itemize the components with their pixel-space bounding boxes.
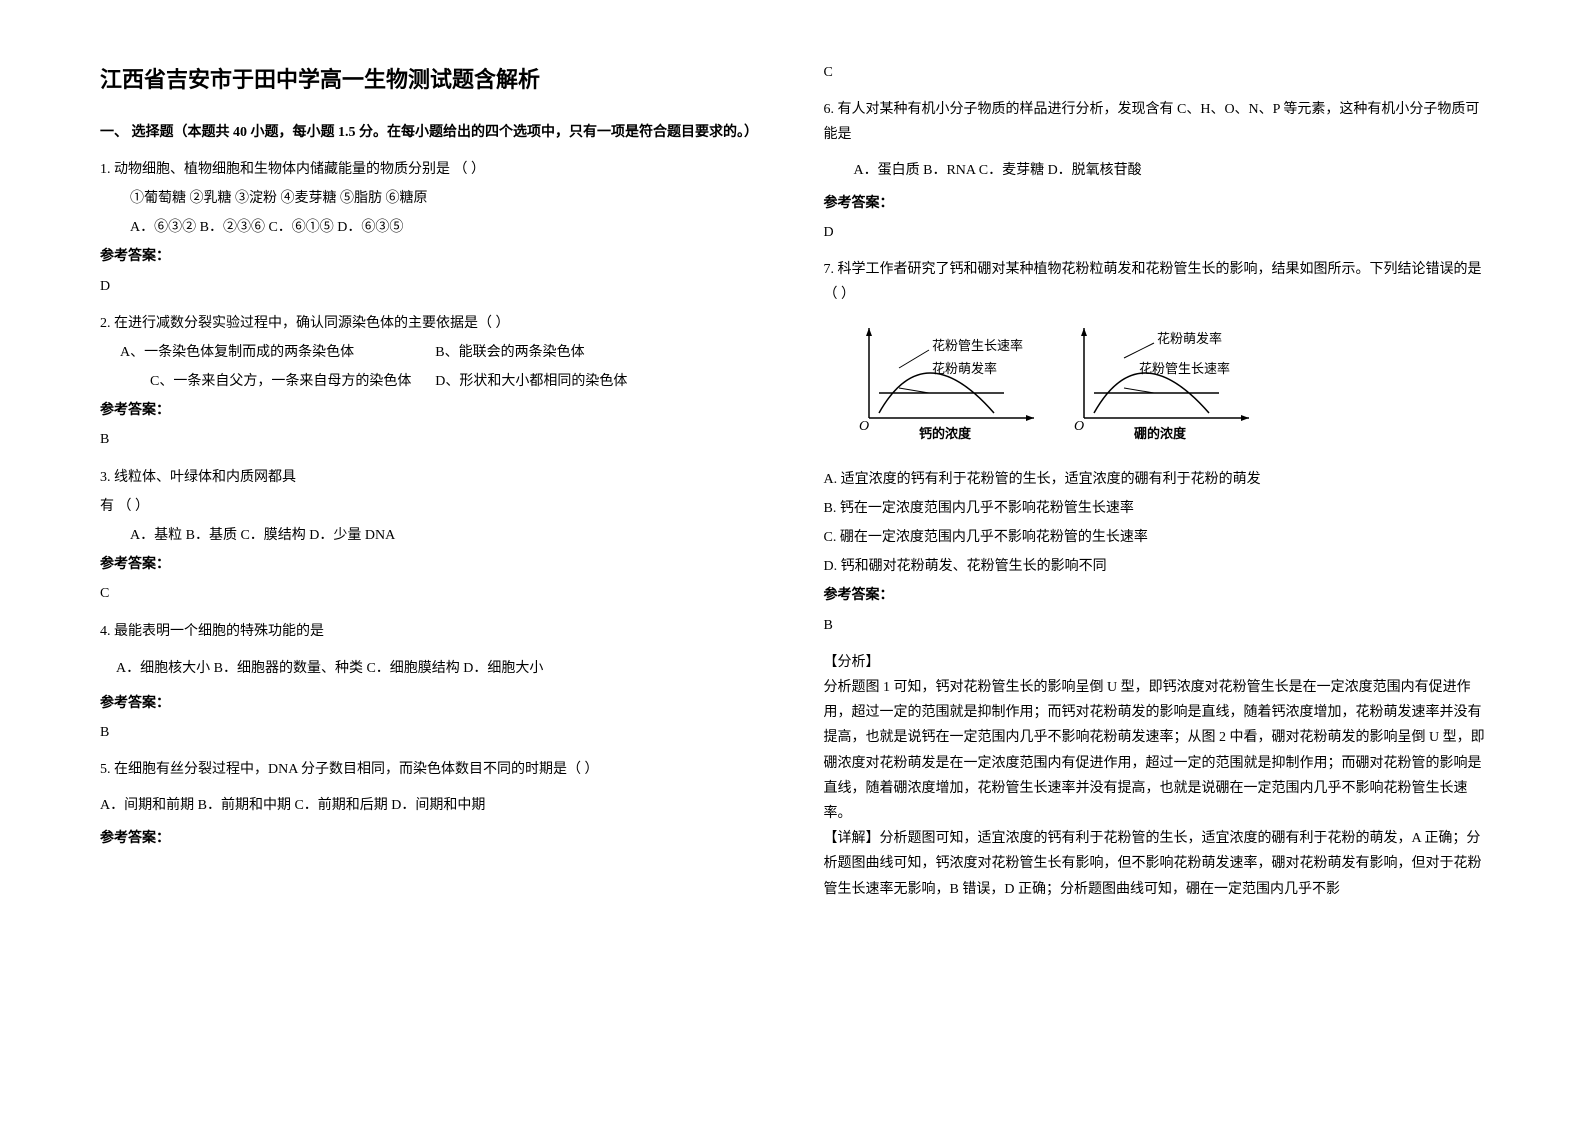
q3-answer-label: 参考答案： xyxy=(100,552,764,577)
q3-opts: A．基粒 B．基质 C．膜结构 D．少量 DNA xyxy=(100,523,764,548)
q7-optD: D. 钙和硼对花粉萌发、花粉管生长的影响不同 xyxy=(824,554,1488,579)
q7-analysis: 分析题图 1 可知，钙对花粉管生长的影响呈倒 U 型，即钙浓度对花粉管生长是在一… xyxy=(824,675,1488,826)
q7-right-origin: O xyxy=(1074,419,1084,434)
q7-left-origin: O xyxy=(859,419,869,434)
question-3: 3. 线粒体、叶绿体和内质网都具 有 （ ） A．基粒 B．基质 C．膜结构 D… xyxy=(100,465,764,607)
q4-opts: A．细胞核大小 B．细胞器的数量、种类 C．细胞膜结构 D．细胞大小 xyxy=(100,656,764,681)
q7-diagram: 花粉管生长速率 花粉萌发率 O 钙的浓度 xyxy=(844,318,1488,457)
q1-items: ①葡萄糖 ②乳糖 ③淀粉 ④麦芽糖 ⑤脂肪 ⑥糖原 xyxy=(100,186,764,211)
q7-left-label-1: 花粉管生长速率 xyxy=(932,338,1023,353)
q1-answer: D xyxy=(100,274,764,299)
question-6: 6. 有人对某种有机小分子物质的样品进行分析，发现含有 C、H、O、N、P 等元… xyxy=(824,97,1488,245)
q4-text: 4. 最能表明一个细胞的特殊功能的是 xyxy=(100,619,764,644)
q1-opts: A．⑥③② B．②③⑥ C．⑥①⑤ D．⑥③⑤ xyxy=(100,215,764,240)
question-5: 5. 在细胞有丝分裂过程中，DNA 分子数目相同，而染色体数目不同的时期是（ ）… xyxy=(100,757,764,851)
q3-answer: C xyxy=(100,581,764,606)
q2-optD: D、形状和大小都相同的染色体 xyxy=(435,374,627,389)
q7-right-x: 硼的浓度 xyxy=(1134,426,1187,441)
question-7: 7. 科学工作者研究了钙和硼对某种植物花粉粒萌发和花粉管生长的影响，结果如图所示… xyxy=(824,257,1488,902)
q2-text: 2. 在进行减数分裂实验过程中，确认同源染色体的主要依据是（ ） xyxy=(100,311,764,336)
q4-answer-label: 参考答案： xyxy=(100,691,764,716)
q5-text: 5. 在细胞有丝分裂过程中，DNA 分子数目相同，而染色体数目不同的时期是（ ） xyxy=(100,757,764,782)
q7-text: 7. 科学工作者研究了钙和硼对某种植物花粉粒萌发和花粉管生长的影响，结果如图所示… xyxy=(824,257,1488,307)
q7-detail-label: 【详解】 xyxy=(824,831,880,846)
left-column: 江西省吉安市于田中学高一生物测试题含解析 一、 选择题（本题共 40 小题，每小… xyxy=(100,60,764,910)
q5-answer: C xyxy=(824,60,1488,85)
q6-opts: A．蛋白质 B．RNA C．麦芽糖 D．脱氧核苷酸 xyxy=(824,158,1488,183)
q2-optA: A、一条染色体复制而成的两条染色体 xyxy=(100,340,432,365)
q7-detail: 【详解】分析题图可知，适宜浓度的钙有利于花粉管的生长，适宜浓度的硼有利于花粉的萌… xyxy=(824,826,1488,902)
q6-answer: D xyxy=(824,220,1488,245)
section-header: 一、 选择题（本题共 40 小题，每小题 1.5 分。在每小题给出的四个选项中，… xyxy=(100,120,764,145)
q1-text: 1. 动物细胞、植物细胞和生物体内储藏能量的物质分别是 （ ） xyxy=(100,157,764,182)
q4-answer: B xyxy=(100,720,764,745)
q1-answer-label: 参考答案： xyxy=(100,244,764,269)
q2-opts-row1: A、一条染色体复制而成的两条染色体 B、能联会的两条染色体 xyxy=(100,340,764,365)
q2-opts-row2: C、一条来自父方，一条来自母方的染色体 D、形状和大小都相同的染色体 xyxy=(100,369,764,394)
q7-left-x: 钙的浓度 xyxy=(919,426,972,441)
q2-optC: C、一条来自父方，一条来自母方的染色体 xyxy=(100,369,432,394)
q7-right-label-1: 花粉萌发率 xyxy=(1157,331,1222,346)
q7-left-label-2: 花粉萌发率 xyxy=(932,361,997,376)
q7-right-label-2: 花粉管生长速率 xyxy=(1139,361,1230,376)
q7-chart-svg: 花粉管生长速率 花粉萌发率 O 钙的浓度 xyxy=(844,318,1264,448)
q7-answer: B xyxy=(824,613,1488,638)
page-container: 江西省吉安市于田中学高一生物测试题含解析 一、 选择题（本题共 40 小题，每小… xyxy=(100,60,1487,910)
q2-answer: B xyxy=(100,427,764,452)
q6-answer-label: 参考答案： xyxy=(824,191,1488,216)
q2-answer-label: 参考答案： xyxy=(100,398,764,423)
q7-analysis-label: 【分析】 xyxy=(824,650,1488,675)
q3-text2: 有 （ ） xyxy=(100,494,764,519)
q6-text: 6. 有人对某种有机小分子物质的样品进行分析，发现含有 C、H、O、N、P 等元… xyxy=(824,97,1488,147)
question-1: 1. 动物细胞、植物细胞和生物体内储藏能量的物质分别是 （ ） ①葡萄糖 ②乳糖… xyxy=(100,157,764,299)
right-column: C 6. 有人对某种有机小分子物质的样品进行分析，发现含有 C、H、O、N、P … xyxy=(824,60,1488,910)
q3-text: 3. 线粒体、叶绿体和内质网都具 xyxy=(100,465,764,490)
q7-answer-label: 参考答案： xyxy=(824,583,1488,608)
q7-optB: B. 钙在一定浓度范围内几乎不影响花粉管生长速率 xyxy=(824,496,1488,521)
page-title: 江西省吉安市于田中学高一生物测试题含解析 xyxy=(100,60,764,100)
question-2: 2. 在进行减数分裂实验过程中，确认同源染色体的主要依据是（ ） A、一条染色体… xyxy=(100,311,764,453)
q7-optC: C. 硼在一定浓度范围内几乎不影响花粉管的生长速率 xyxy=(824,525,1488,550)
q5-opts: A．间期和前期 B．前期和中期 C．前期和后期 D．间期和中期 xyxy=(100,793,764,818)
q7-optA: A. 适宜浓度的钙有利于花粉管的生长，适宜浓度的硼有利于花粉的萌发 xyxy=(824,467,1488,492)
question-4: 4. 最能表明一个细胞的特殊功能的是 A．细胞核大小 B．细胞器的数量、种类 C… xyxy=(100,619,764,746)
q5-answer-label: 参考答案： xyxy=(100,826,764,851)
q7-detail-text: 分析题图可知，适宜浓度的钙有利于花粉管的生长，适宜浓度的硼有利于花粉的萌发，A … xyxy=(824,831,1482,896)
q2-optB: B、能联会的两条染色体 xyxy=(435,345,584,360)
